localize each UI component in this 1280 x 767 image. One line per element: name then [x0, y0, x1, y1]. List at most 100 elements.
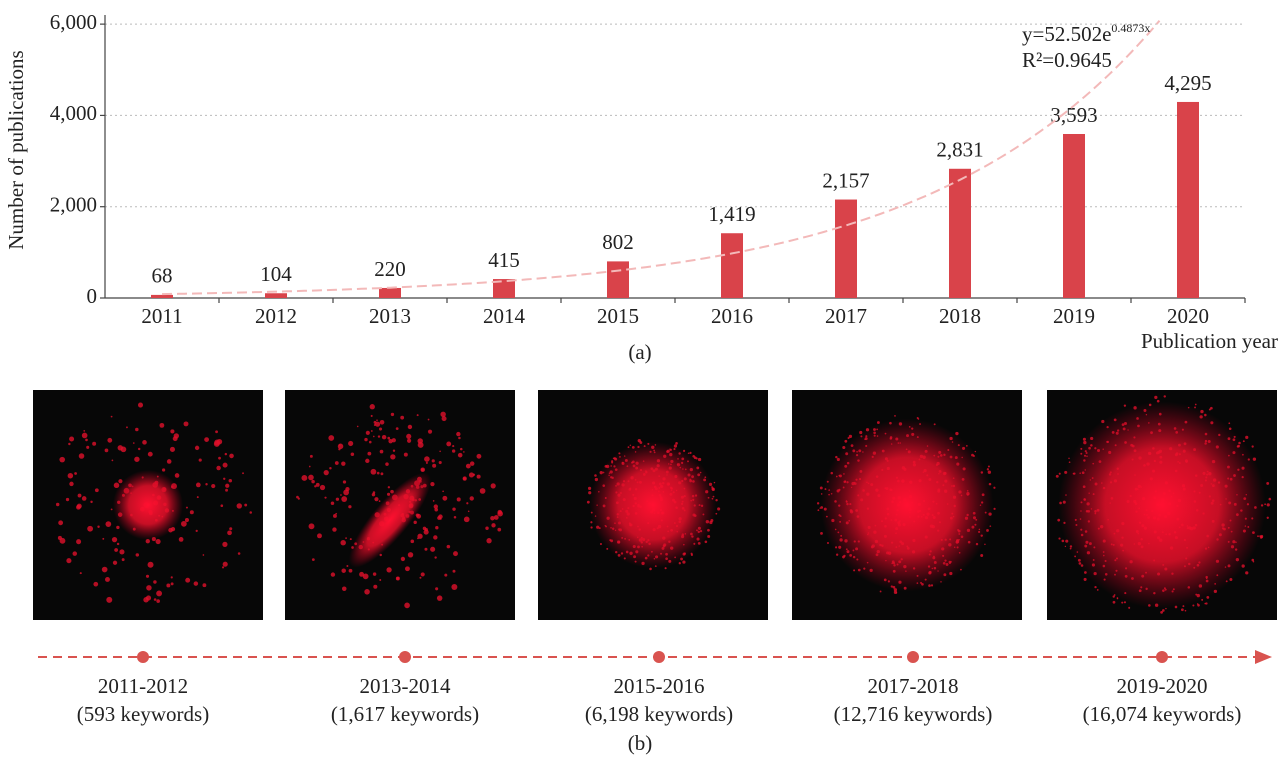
bar	[1063, 133, 1085, 298]
network-node	[438, 461, 442, 465]
network-node	[166, 583, 171, 588]
network-node	[848, 434, 853, 439]
value-label: 415	[488, 248, 520, 272]
network-node	[406, 438, 412, 443]
network-node	[193, 581, 199, 586]
network-node	[431, 459, 435, 463]
network-node	[417, 533, 423, 539]
network-node	[102, 537, 105, 540]
network-node	[330, 572, 336, 577]
network-node	[715, 512, 718, 515]
network-node	[386, 567, 392, 573]
network-node	[145, 574, 150, 578]
network-node	[196, 496, 199, 499]
bar	[493, 279, 515, 298]
network-node	[65, 497, 70, 502]
network-node	[340, 539, 346, 546]
network-node	[349, 538, 352, 541]
network-node	[66, 558, 72, 564]
network-node	[463, 451, 465, 453]
period-keywords: (12,716 keywords)	[834, 702, 993, 726]
network-node	[225, 483, 230, 488]
y-axis-title: Number of publications	[4, 50, 28, 249]
network-node	[1266, 481, 1270, 485]
caption-b: (b)	[628, 731, 653, 755]
network-node	[55, 502, 60, 507]
network-node	[392, 449, 396, 452]
network-node	[820, 531, 823, 535]
network-node	[442, 490, 444, 493]
network-node	[368, 440, 372, 444]
network-node	[346, 565, 349, 568]
y-tick-label: 4,000	[50, 101, 97, 125]
network-node	[147, 561, 154, 568]
network-node	[195, 529, 198, 533]
network-node	[348, 440, 354, 447]
network-node	[134, 456, 140, 462]
network-node	[420, 572, 425, 577]
timeline-dot	[137, 651, 149, 663]
network-node	[378, 427, 383, 431]
network-node	[437, 516, 441, 520]
x-tick-label: 2013	[369, 304, 411, 328]
x-tick-label: 2012	[255, 304, 297, 328]
network-node	[376, 419, 378, 422]
network-node	[309, 454, 313, 458]
network-node	[311, 558, 315, 562]
network-node	[216, 465, 221, 471]
period-keywords: (16,074 keywords)	[1083, 702, 1242, 726]
network-node	[104, 448, 109, 453]
network-node	[439, 450, 441, 453]
period-label: 2015-2016	[614, 674, 705, 698]
network-node	[1162, 609, 1165, 612]
network-node	[404, 602, 410, 609]
network-node	[406, 433, 412, 439]
network-node	[185, 506, 188, 509]
bar	[949, 168, 971, 298]
value-label: 2,831	[936, 138, 983, 162]
network-node	[390, 454, 396, 460]
network-node	[335, 512, 338, 515]
network-node	[364, 589, 370, 595]
network-node	[338, 444, 341, 446]
network-node	[1068, 457, 1070, 460]
network-node	[1096, 589, 1099, 591]
network-node	[588, 491, 592, 495]
network-node	[222, 561, 228, 567]
network-node	[469, 461, 475, 466]
network-node	[137, 402, 144, 408]
network-node	[86, 445, 90, 449]
network-node	[396, 576, 400, 581]
network-node	[364, 437, 368, 442]
network-node	[490, 515, 495, 521]
y-tick-label: 6,000	[50, 10, 97, 34]
network-node	[161, 468, 166, 472]
network-node	[424, 456, 430, 462]
network-node	[184, 518, 189, 523]
network-node	[590, 521, 593, 524]
network-node	[1112, 600, 1116, 604]
network-node	[365, 430, 370, 435]
x-tick-label: 2020	[1167, 304, 1209, 328]
network-node	[453, 516, 457, 519]
network-node	[987, 465, 990, 468]
network-node	[387, 486, 391, 489]
network-node	[456, 497, 461, 502]
network-node	[314, 485, 317, 488]
y-tick-label: 0	[87, 284, 98, 308]
trend-equation-base: y=52.502e	[1022, 22, 1111, 46]
network-node	[189, 510, 194, 515]
network-node	[105, 521, 112, 527]
network-node	[83, 430, 86, 432]
network-node	[479, 488, 486, 494]
network-node	[116, 542, 120, 546]
network-node	[452, 449, 456, 453]
network-node	[57, 535, 62, 540]
network-node	[427, 418, 430, 421]
network-node	[215, 430, 218, 434]
network-node	[223, 477, 226, 480]
network-node	[311, 479, 315, 484]
network-node	[350, 452, 355, 456]
network-node	[244, 503, 248, 507]
network-node	[92, 441, 97, 446]
